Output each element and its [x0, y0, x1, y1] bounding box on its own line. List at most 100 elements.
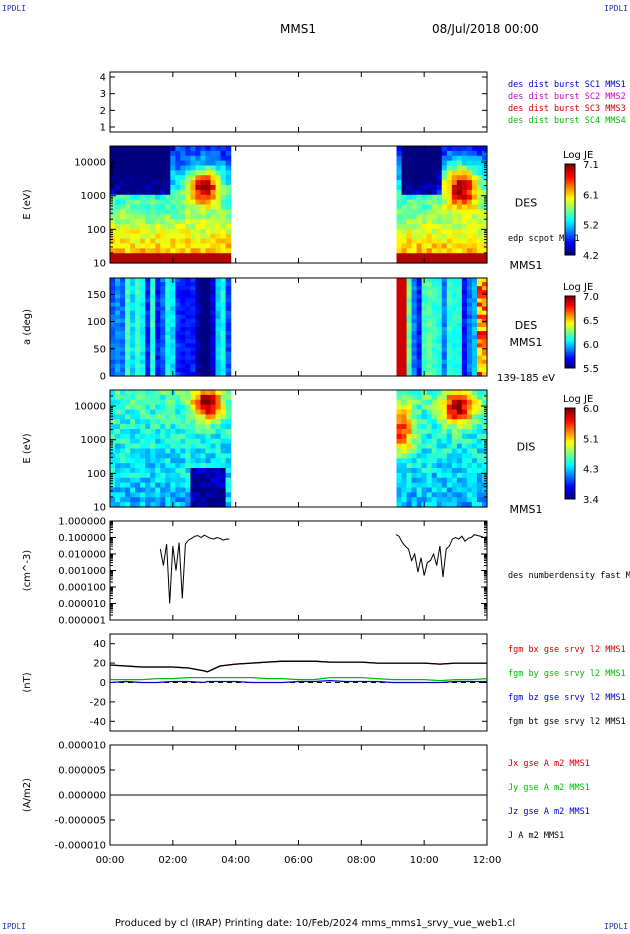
- heatmap-cell: [210, 155, 217, 162]
- colorbar-cell: [565, 462, 575, 466]
- heatmap-cell: [451, 477, 458, 484]
- heatmap-cell: [170, 219, 176, 225]
- dis-energy-y-tick-label: 10000: [74, 402, 106, 413]
- heatmap-cell: [185, 355, 192, 361]
- heatmap-cell: [461, 209, 468, 215]
- heatmap-cell: [411, 347, 418, 353]
- heatmap-cell: [446, 359, 453, 365]
- heatmap-cell: [140, 482, 146, 489]
- heatmap-cell: [115, 310, 121, 316]
- heatmap-cell: [165, 429, 171, 435]
- colorbar-cell: [565, 189, 575, 192]
- heatmap-cell: [130, 399, 136, 406]
- heatmap-cell: [481, 339, 488, 344]
- heatmap-cell: [160, 322, 166, 328]
- heatmap-cell: [140, 487, 146, 493]
- heatmap-cell: [210, 150, 217, 157]
- heatmap-cell: [215, 314, 222, 320]
- heatmap-cell: [401, 429, 408, 435]
- heatmap-cell: [180, 472, 186, 479]
- heatmap-cell: [200, 209, 207, 215]
- heatmap-cell: [466, 278, 473, 283]
- heatmap-cell: [426, 335, 433, 340]
- heatmap-cell: [401, 248, 408, 254]
- heatmap-cell: [160, 335, 166, 340]
- heatmap-cell: [175, 409, 181, 415]
- heatmap-cell: [456, 290, 463, 295]
- heatmap-cell: [416, 199, 423, 206]
- heatmap-cell: [215, 331, 222, 336]
- heatmap-cell: [416, 367, 423, 373]
- heatmap-cell: [205, 238, 212, 245]
- heatmap-cell: [115, 477, 121, 484]
- heatmap-cell: [396, 482, 403, 489]
- heatmap-cell: [416, 453, 423, 459]
- corner-label-top-left: IPDLI: [2, 4, 27, 13]
- heatmap-cell: [481, 390, 488, 396]
- heatmap-cell: [155, 327, 161, 332]
- heatmap-cell: [170, 209, 176, 215]
- des-energy-y-tick-label: 10000: [74, 158, 106, 169]
- heatmap-cell: [441, 339, 448, 344]
- heatmap-cell: [200, 390, 207, 396]
- heatmap-cell: [135, 463, 141, 469]
- heatmap-cell: [175, 331, 181, 336]
- heatmap-cell: [150, 367, 156, 373]
- heatmap-cell: [441, 258, 448, 264]
- heatmap-cell: [165, 339, 171, 344]
- heatmap-cell: [406, 477, 413, 484]
- heatmap-cell: [185, 224, 192, 230]
- heatmap-cell: [205, 448, 212, 454]
- heatmap-cell: [401, 214, 408, 220]
- heatmap-cell: [115, 492, 121, 498]
- heatmap-cell: [180, 394, 186, 401]
- heatmap-cell: [456, 482, 463, 489]
- heatmap-cell: [466, 318, 473, 324]
- heatmap-cell: [210, 165, 217, 171]
- heatmap-cell: [406, 155, 413, 162]
- heatmap-cell: [130, 472, 136, 479]
- heatmap-cell: [396, 306, 403, 312]
- heatmap-cell: [155, 448, 161, 454]
- heatmap-cell: [451, 248, 458, 254]
- heatmap-cell: [471, 294, 478, 300]
- heatmap-cell: [160, 367, 166, 373]
- heatmap-cell: [170, 492, 176, 498]
- heatmap-cell: [125, 487, 131, 493]
- colorbar-cell: [565, 328, 575, 331]
- heatmap-cell: [190, 189, 197, 196]
- heatmap-cell: [431, 238, 438, 245]
- heatmap-cell: [125, 399, 131, 406]
- heatmap-cell: [421, 155, 428, 162]
- heatmap-cell: [175, 371, 181, 377]
- heatmap-cell: [431, 290, 438, 295]
- heatmap-cell: [426, 160, 433, 167]
- heatmap-cell: [225, 424, 232, 430]
- heatmap-cell: [210, 429, 217, 435]
- heatmap-cell: [140, 209, 146, 215]
- spacecraft-title: MMS1: [280, 22, 316, 36]
- heatmap-cell: [401, 327, 408, 332]
- heatmap-cell: [416, 339, 423, 344]
- heatmap-cell: [431, 282, 438, 287]
- burst-y-tick-label: 4: [100, 73, 106, 84]
- heatmap-cell: [130, 335, 136, 340]
- heatmap-cell: [190, 414, 197, 420]
- heatmap-cell: [145, 155, 151, 162]
- heatmap-cell: [125, 497, 131, 503]
- heatmap-cell: [150, 302, 156, 308]
- heatmap-cell: [431, 343, 438, 349]
- heatmap-cell: [180, 409, 186, 415]
- heatmap-cell: [441, 253, 448, 259]
- heatmap-cell: [471, 209, 478, 215]
- heatmap-cell: [421, 327, 428, 332]
- heatmap-cell: [220, 298, 227, 304]
- colorbar-cell: [565, 332, 575, 335]
- heatmap-cell: [135, 286, 141, 291]
- heatmap-cell: [456, 359, 463, 365]
- heatmap-cell: [165, 424, 171, 430]
- heatmap-cell: [466, 424, 473, 430]
- heatmap-cell: [200, 238, 207, 245]
- colorbar-cell: [565, 478, 575, 482]
- heatmap-cell: [451, 438, 458, 445]
